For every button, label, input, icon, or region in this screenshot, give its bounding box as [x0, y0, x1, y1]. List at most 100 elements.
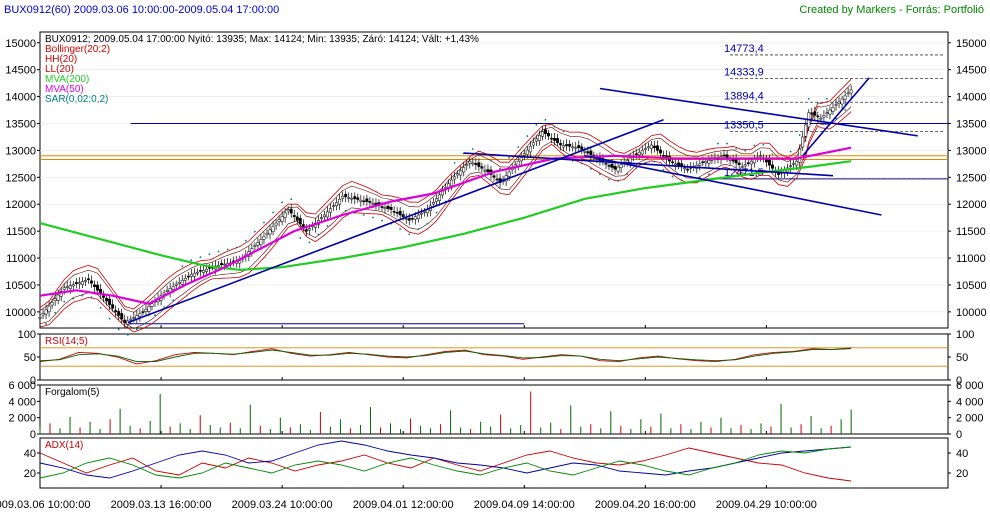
y-tick-label-right: 13000: [956, 145, 987, 157]
candle-body: [386, 205, 390, 209]
candle-body: [365, 198, 369, 202]
candle-body: [380, 206, 384, 208]
sar-dot: [163, 306, 165, 308]
y-tick-label-left: 11000: [6, 253, 36, 265]
candle-body: [474, 163, 478, 166]
candle-body: [90, 280, 93, 284]
y-tick-label-left: 12500: [5, 172, 36, 184]
candle-body: [56, 294, 60, 301]
y-tick-label-left: 13000: [5, 145, 36, 157]
candle-body: [583, 151, 587, 153]
x-tick-label: 2009.04.20 16:00:00: [595, 499, 696, 511]
candle-body: [62, 287, 66, 290]
sar-dot: [426, 222, 429, 225]
trendline: [599, 87, 918, 137]
candle-body: [83, 280, 87, 282]
sar-dot: [344, 209, 347, 212]
y-tick-label-right: 0: [956, 429, 962, 441]
sar-dot: [217, 250, 220, 253]
candle-body: [407, 218, 411, 221]
fib-level-label: 14333,9: [724, 67, 764, 79]
candle-body: [574, 147, 578, 149]
candle-body: [114, 310, 118, 313]
candle-body: [68, 285, 72, 289]
sar-dot: [717, 142, 719, 145]
trendline: [127, 118, 664, 324]
candle-body: [528, 146, 532, 153]
candle-body: [416, 214, 420, 219]
candle-body: [652, 145, 656, 148]
candle-body: [289, 208, 293, 214]
y-tick-label-left: 0: [30, 375, 36, 387]
legend-entry: Forgalom(5): [45, 387, 99, 398]
candle-body: [286, 209, 290, 212]
candle-body: [525, 149, 529, 155]
candle-body: [332, 205, 336, 207]
candle-body: [840, 98, 844, 105]
sar-dot: [617, 180, 619, 182]
sar-dot: [535, 124, 538, 126]
candle-body: [531, 142, 535, 146]
price-info-line: BUX0912; 2009.05.04 17:00:00 Nyitó: 1393…: [45, 34, 479, 45]
candle-body: [96, 284, 99, 291]
candle-body: [117, 311, 121, 316]
y-tick-label-right: 6 000: [956, 380, 984, 392]
candle-body: [495, 178, 499, 181]
candle-body: [74, 282, 78, 284]
candle-body: [368, 201, 372, 203]
sar-dot: [253, 230, 256, 233]
x-tick-label: 2009.04.01 12:00:00: [353, 499, 454, 511]
candle-body: [165, 290, 169, 292]
candle-body: [341, 195, 345, 199]
candle-body: [625, 160, 629, 163]
candle-body: [162, 292, 166, 295]
candle-body: [404, 218, 408, 220]
x-tick-label: 2009.03.13 16:00:00: [111, 499, 212, 511]
candle-body: [749, 160, 753, 165]
sar-dot: [417, 228, 420, 230]
candle-body: [550, 137, 553, 140]
candle-body: [389, 206, 393, 210]
candle-body: [701, 161, 705, 163]
y-tick-label-left: 15000: [5, 38, 36, 50]
y-tick-label-left: 2 000: [8, 413, 36, 425]
candle-body: [540, 131, 544, 137]
sar-dot: [635, 167, 638, 169]
candle-body: [813, 111, 817, 116]
candle-body: [277, 219, 281, 222]
candle-body: [53, 298, 57, 301]
candle-body: [655, 145, 659, 151]
sar-dot: [290, 198, 293, 201]
candle-body: [758, 155, 762, 158]
candle-body: [731, 159, 735, 162]
sar-dot: [562, 130, 565, 133]
candle-body: [374, 202, 378, 205]
candle-body: [422, 211, 426, 213]
candle-body: [359, 199, 363, 202]
sar-dot: [807, 97, 810, 100]
y-tick-label-left: 13500: [5, 118, 36, 130]
legend-entry: ADX(14): [45, 440, 83, 451]
candle-body: [798, 148, 802, 163]
candle-body: [619, 164, 623, 168]
candle-body: [253, 245, 257, 247]
candle-body: [271, 226, 275, 232]
sar-dot: [90, 296, 93, 299]
candle-body: [553, 138, 556, 141]
y-tick-label-right: 2 000: [956, 413, 984, 425]
sar-dot: [744, 149, 747, 152]
candle-body: [534, 138, 538, 142]
candle-body: [292, 215, 296, 218]
candle-body: [462, 167, 466, 173]
sar-dot: [435, 211, 438, 214]
y-tick-label-right: 4 000: [956, 396, 984, 408]
sar-dot: [508, 157, 511, 159]
candle-body: [120, 313, 124, 320]
candle-body: [323, 214, 326, 218]
candle-body: [298, 217, 302, 225]
candle-body: [471, 162, 475, 165]
candle-body: [707, 160, 711, 164]
fib-level-label: 13894,4: [724, 90, 764, 102]
candle-body: [177, 282, 181, 284]
